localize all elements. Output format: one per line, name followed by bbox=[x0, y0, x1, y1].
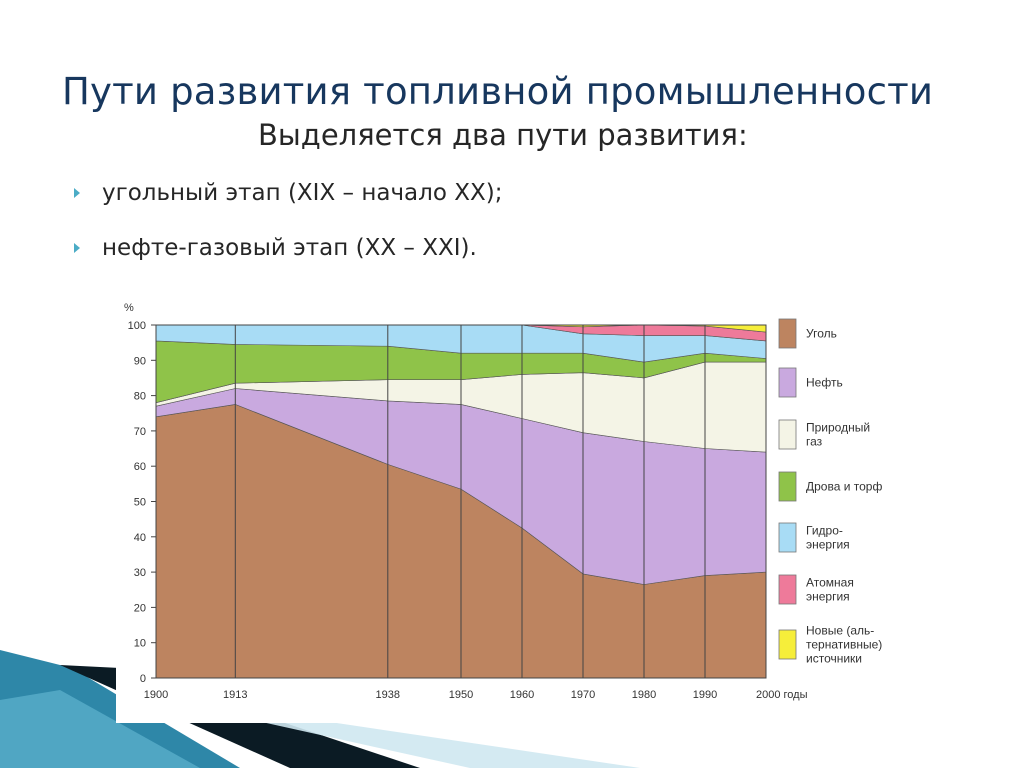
y-tick-label: 90 bbox=[134, 355, 146, 367]
chart-panel: 0 10 20 30 40 50 60 70 80 90 100% 1900 1913 1938 1950 1… bbox=[116, 296, 926, 723]
y-tick-label: 10 bbox=[134, 638, 146, 650]
x-tick-label: 2000 годы bbox=[756, 689, 808, 701]
legend-swatch-6 bbox=[778, 629, 797, 660]
slide-subtitle: Выделяется два пути развития: bbox=[258, 118, 748, 152]
energy-structure-chart: 0 10 20 30 40 50 60 70 80 90 100% 1900 1913 1938 1950 1… bbox=[124, 302, 882, 701]
y-tick-label: 30 bbox=[134, 567, 146, 579]
legend-label-0: Уголь bbox=[806, 327, 837, 341]
x-tick-label: 1990 bbox=[693, 689, 717, 701]
legend-label-6: Новые (аль-тернативные) источники bbox=[806, 624, 882, 666]
decor-pale-band bbox=[230, 715, 640, 768]
y-tick-label: 40 bbox=[134, 532, 146, 544]
legend-swatch-2 bbox=[778, 419, 797, 450]
y-tick-label: 0 bbox=[140, 673, 146, 685]
y-tick-label: 70 bbox=[134, 426, 146, 438]
x-tick-label: 1950 bbox=[449, 689, 473, 701]
y-tick-label: 80 bbox=[134, 391, 146, 403]
bullet-arrow-icon bbox=[74, 243, 80, 253]
legend-swatch-1 bbox=[778, 367, 797, 398]
legend-label-2: Природный газ bbox=[806, 421, 870, 449]
x-tick-label: 1913 bbox=[223, 689, 247, 701]
y-tick-label: 50 bbox=[134, 497, 146, 509]
x-tick-label: 1938 bbox=[376, 689, 400, 701]
legend-swatch-4 bbox=[778, 522, 797, 553]
legend-label-4: Гидро-энергия bbox=[806, 524, 850, 552]
x-tick-label: 1980 bbox=[632, 689, 656, 701]
y-tick-label: 100 bbox=[128, 320, 146, 332]
legend-label-5: Атомная энергия bbox=[806, 576, 854, 604]
x-tick-label: 1970 bbox=[571, 689, 595, 701]
legend-swatch-3 bbox=[778, 471, 797, 502]
y-tick-label: 20 bbox=[134, 602, 146, 614]
x-tick-label: 1900 bbox=[144, 689, 168, 701]
legend-label-3: Дрова и торф bbox=[806, 480, 882, 494]
y-tick-label: 60 bbox=[134, 461, 146, 473]
x-tick-label: 1960 bbox=[510, 689, 534, 701]
slide-title: Пути развития топливной промышленности bbox=[62, 70, 934, 113]
legend-swatch-0 bbox=[778, 318, 797, 349]
legend-label-1: Нефть bbox=[806, 376, 843, 390]
bullet-text: нефте-газовый этап (XX – XXI). bbox=[102, 235, 477, 261]
bullet-text: угольный этап (XIX – начало XX); bbox=[102, 180, 503, 206]
decor-light-band bbox=[0, 690, 200, 768]
bullet-arrow-icon bbox=[74, 188, 80, 198]
legend-swatch-5 bbox=[778, 574, 797, 605]
y-axis-label: % bbox=[124, 302, 134, 314]
